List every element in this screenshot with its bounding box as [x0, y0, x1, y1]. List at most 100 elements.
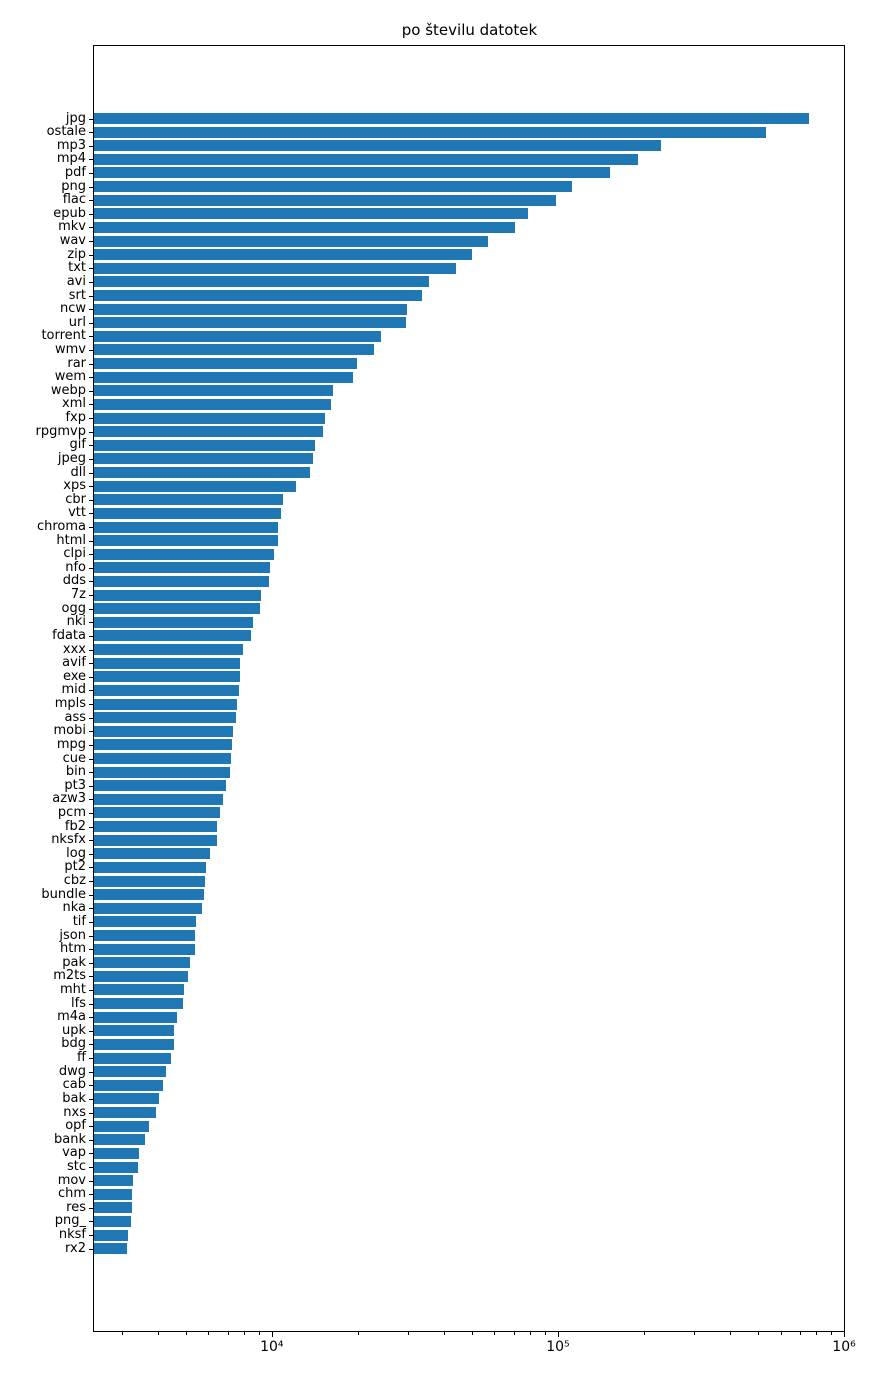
y-tick — [89, 268, 93, 270]
y-tick — [89, 322, 93, 324]
category-label: wem — [54, 369, 86, 385]
bar — [94, 970, 189, 982]
category-label: ncw — [59, 301, 86, 317]
category-label: epub — [53, 205, 86, 221]
y-tick — [89, 295, 93, 297]
category-label: ogg — [61, 600, 86, 616]
y-tick — [89, 840, 93, 842]
category-label: torrent — [41, 328, 86, 344]
bar — [94, 616, 254, 628]
category-label: nki — [66, 614, 86, 630]
category-label: mpls — [54, 696, 86, 712]
bar — [94, 753, 231, 764]
bar — [94, 208, 529, 220]
y-tick — [89, 690, 93, 692]
y-tick — [89, 772, 93, 774]
bar — [94, 1243, 128, 1255]
bar — [94, 1079, 164, 1091]
bar — [94, 957, 191, 969]
bar — [94, 807, 221, 819]
y-tick — [89, 1044, 93, 1046]
category-label: mkv — [58, 219, 86, 235]
y-tick — [89, 976, 93, 978]
category-label: mid — [61, 682, 86, 698]
category-label: lfs — [71, 995, 86, 1011]
bar — [94, 671, 240, 683]
chart-title: po številu datotek — [401, 21, 538, 39]
x-tick-minor — [730, 1331, 732, 1335]
category-label: fxp — [65, 410, 86, 426]
category-label: fb2 — [64, 818, 86, 834]
category-label: wmv — [55, 341, 86, 357]
y-tick — [89, 867, 93, 869]
y-tick — [89, 145, 93, 147]
category-label: chm — [57, 1186, 86, 1202]
bar — [94, 684, 240, 696]
category-label: mov — [57, 1172, 86, 1188]
y-tick — [89, 635, 93, 637]
bar — [94, 780, 227, 792]
category-label: xml — [62, 396, 86, 412]
category-label: bank — [54, 1131, 86, 1147]
y-tick — [89, 132, 93, 134]
category-label: xps — [63, 478, 86, 494]
bar — [94, 861, 206, 873]
category-label: tif — [72, 913, 86, 929]
x-tick-major — [271, 1331, 273, 1337]
y-tick — [89, 908, 93, 910]
category-label: chroma — [36, 519, 86, 534]
y-tick — [89, 336, 93, 338]
bar — [94, 930, 196, 942]
y-tick — [89, 1207, 93, 1209]
y-tick — [89, 431, 93, 433]
y-tick — [89, 1153, 93, 1155]
y-tick — [89, 962, 93, 964]
bar — [94, 535, 278, 547]
category-label: htm — [60, 941, 86, 957]
y-tick — [89, 377, 93, 379]
category-label: avif — [62, 655, 86, 671]
bar — [94, 848, 211, 860]
y-tick — [89, 1017, 93, 1019]
y-tick — [89, 1071, 93, 1073]
category-label: m2ts — [53, 968, 86, 984]
bar — [94, 875, 206, 887]
category-label: cue — [62, 750, 86, 766]
category-label: nxs — [63, 1104, 86, 1120]
y-tick — [89, 1030, 93, 1032]
y-tick — [89, 1112, 93, 1114]
category-label: cbr — [65, 491, 86, 507]
bar — [94, 603, 260, 615]
bar — [94, 494, 283, 506]
y-tick — [89, 1139, 93, 1141]
x-tick-minor — [227, 1331, 229, 1335]
y-tick — [89, 404, 93, 406]
x-tick-major — [557, 1331, 559, 1337]
category-label: html — [56, 532, 86, 548]
category-label: azw3 — [52, 791, 86, 807]
category-label: zip — [67, 246, 86, 262]
bar — [94, 1107, 157, 1119]
category-label: srt — [68, 287, 86, 303]
y-tick — [89, 281, 93, 283]
category-label: webp — [50, 382, 86, 398]
bar — [94, 1215, 132, 1227]
x-tick-minor — [471, 1331, 473, 1335]
y-tick — [89, 676, 93, 678]
bar — [94, 1066, 167, 1078]
y-tick — [89, 758, 93, 760]
bar — [94, 548, 274, 560]
x-tick-minor — [780, 1331, 782, 1335]
bar — [94, 385, 334, 397]
y-tick — [89, 499, 93, 501]
y-tick — [89, 1167, 93, 1168]
plot-area: jpg ostale mp3 mp4 pdf png flac epub mkv wav zip tx… — [36, 45, 856, 1355]
category-label: m4a — [57, 1009, 86, 1025]
y-tick — [89, 799, 93, 801]
x-tick-minor — [444, 1331, 446, 1335]
bar — [94, 507, 281, 519]
category-label: clpi — [63, 546, 86, 562]
y-tick — [89, 622, 93, 624]
category-label: mp4 — [56, 151, 86, 167]
